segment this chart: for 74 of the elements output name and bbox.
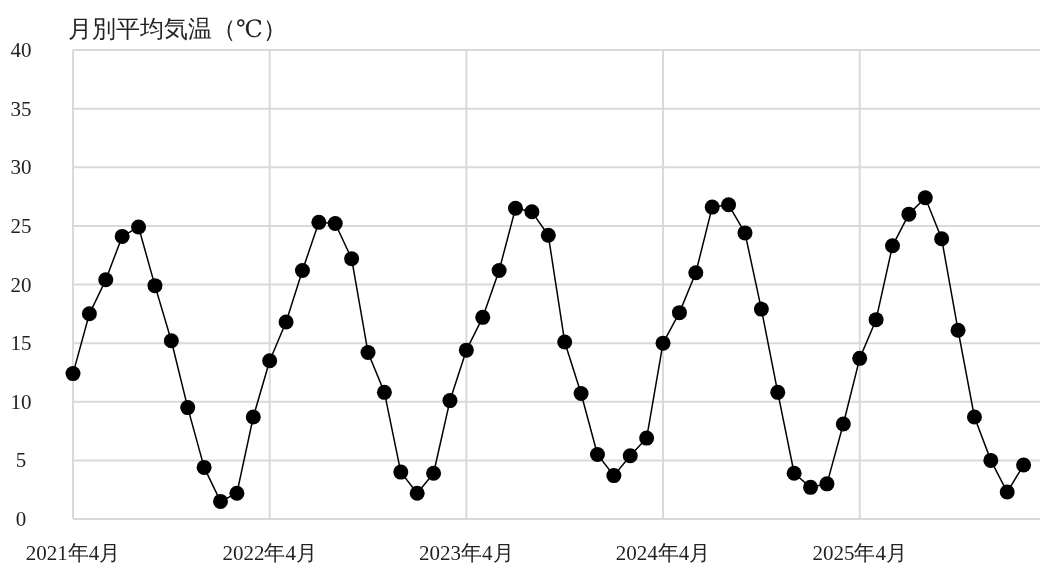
point [475,309,491,325]
point [213,493,229,509]
point [966,409,982,425]
y-tick-label: 10 [10,389,32,414]
point [983,452,999,468]
point [294,262,310,278]
y-tick-label: 25 [10,213,32,238]
y-tick-label: 40 [10,38,32,62]
point [671,305,687,321]
point [540,227,556,243]
point [950,322,966,338]
point [196,459,212,475]
point [803,479,819,495]
point [458,342,474,358]
point [819,476,835,492]
point [557,334,573,350]
point [442,393,458,409]
point [573,386,589,402]
point [524,204,540,220]
point [393,464,409,480]
point [917,190,933,206]
point [589,447,605,463]
point [409,485,425,501]
y-tick-label: 20 [10,272,32,297]
point [491,262,507,278]
point [704,199,720,215]
point [376,384,392,400]
point [245,409,261,425]
y-tick-label: 5 [15,448,27,473]
y-tick-label: 35 [10,96,32,121]
point [770,384,786,400]
point [147,278,163,294]
point [131,219,147,235]
point [655,335,671,351]
y-tick-label: 0 [15,507,27,531]
point [868,312,884,328]
x-tick-label: 2022年4月 [222,541,317,565]
x-tick-label: 2025年4月 [812,541,907,565]
y-tick-label: 15 [10,331,32,356]
point [639,430,655,446]
point [606,468,622,484]
point [180,400,196,416]
point [753,301,769,317]
point [98,272,114,288]
point [688,265,704,281]
point [114,228,130,244]
point [65,366,81,382]
point [721,197,737,213]
point [1016,457,1032,473]
point [426,465,442,481]
point [999,484,1015,500]
y-tick-label: 30 [10,155,32,180]
point [786,465,802,481]
point [737,225,753,241]
point [835,416,851,432]
point [163,333,179,349]
point [344,251,360,267]
point [622,448,638,464]
point [262,353,278,369]
point [327,216,343,232]
point [901,206,917,222]
x-tick-label: 2024年4月 [615,541,711,565]
point [852,350,868,366]
x-tick-label: 2023年4月 [419,541,514,565]
point [311,214,327,230]
point [229,485,245,501]
point [81,306,97,322]
chart-title: 月別平均気温（℃） [68,16,287,42]
point [884,238,900,254]
point [360,345,376,361]
point [278,314,294,330]
point [934,231,950,247]
x-tick-label: 2021年4月 [25,541,121,565]
point [508,200,524,216]
